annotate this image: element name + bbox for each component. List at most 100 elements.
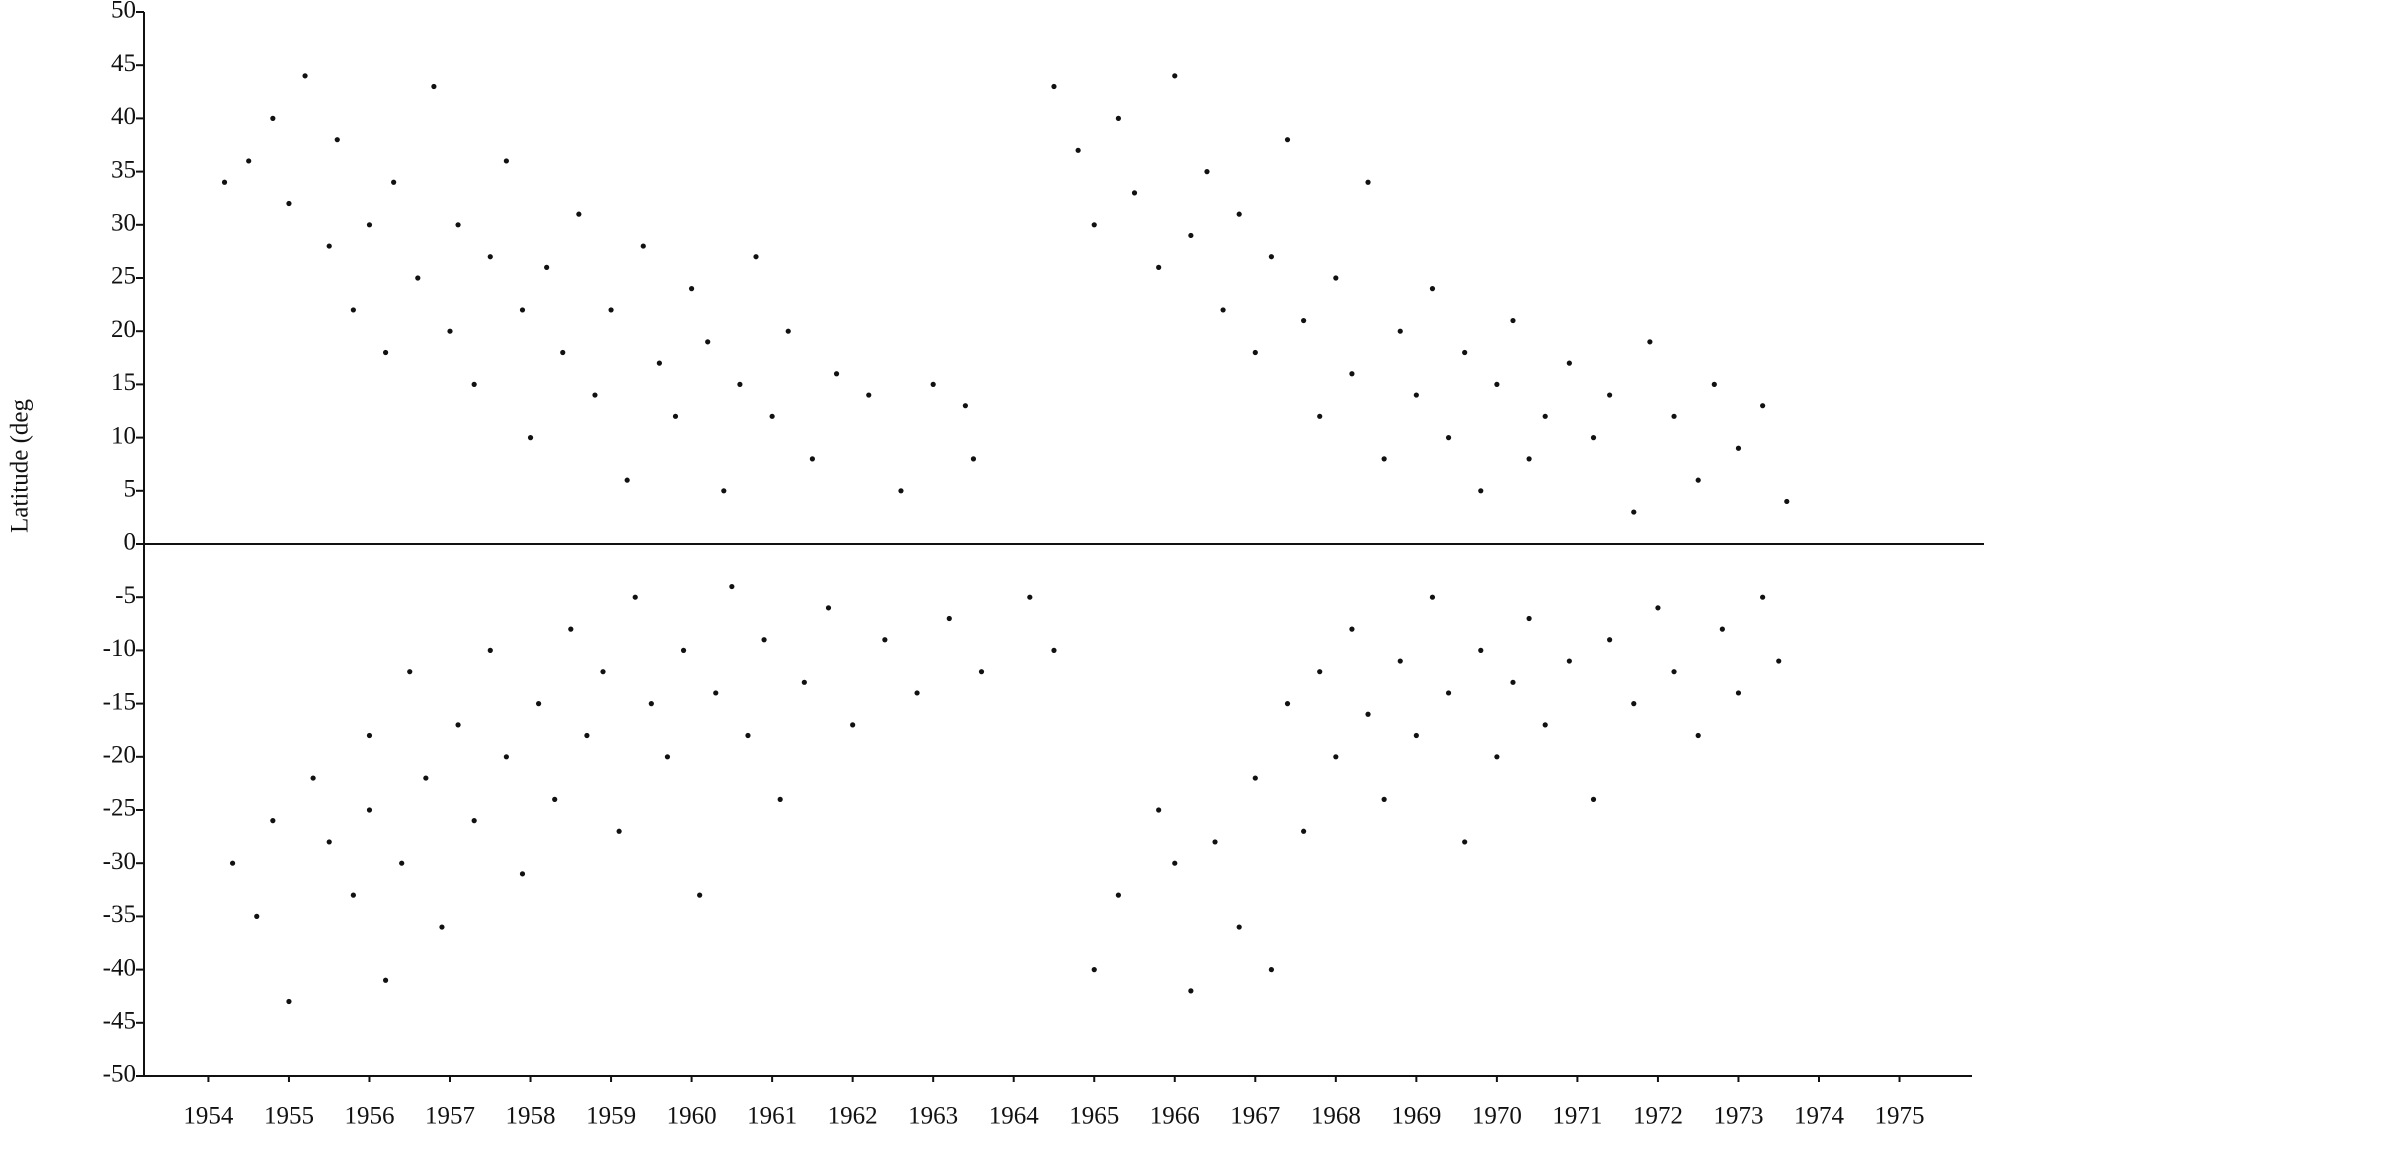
sunspot-point: [1494, 381, 1500, 387]
sunspot-point: [1429, 594, 1436, 600]
x-tick-label: 1960: [667, 1103, 717, 1130]
sunspot-point: [978, 669, 985, 675]
sunspot-point: [221, 179, 228, 185]
sunspot-point: [1566, 658, 1572, 664]
sunspot-point: [737, 381, 743, 387]
sunspot-point: [1091, 967, 1097, 973]
sunspot-point: [503, 158, 509, 164]
sunspot-point: [334, 137, 340, 143]
sunspot-point: [519, 871, 526, 877]
sunspot-point: [640, 243, 646, 249]
sunspot-point: [366, 732, 373, 739]
sunspot-point: [1542, 722, 1548, 728]
sunspot-point: [1268, 967, 1275, 973]
sunspot-point: [785, 328, 791, 334]
y-tick-label: -20: [103, 742, 136, 769]
sunspot-point: [1131, 190, 1138, 196]
sunspot-point: [471, 381, 477, 387]
sunspot-point: [1607, 392, 1613, 398]
sunspot-point: [1349, 626, 1355, 632]
x-tick-label: 1955: [264, 1103, 314, 1130]
sunspot-point: [1526, 456, 1532, 462]
sunspot-point: [1051, 647, 1057, 654]
sunspot-point: [1301, 828, 1307, 834]
sunspot-point: [1075, 147, 1081, 153]
sunspot-point: [672, 413, 679, 419]
sunspot-point: [898, 488, 904, 494]
sunspot-point: [1252, 775, 1258, 781]
sunspot-point: [1333, 754, 1339, 760]
y-axis-label: Latitude (deg: [7, 399, 34, 533]
sunspot-point: [616, 828, 622, 834]
y-tick-label: -10: [103, 635, 136, 662]
sunspot-point: [1445, 435, 1452, 441]
sunspot-point: [866, 392, 872, 398]
sunspot-point: [1365, 179, 1371, 185]
x-tick-label: 1963: [908, 1103, 958, 1130]
y-tick-label: 15: [111, 369, 136, 396]
sunspot-point: [487, 254, 493, 260]
sunspot-point: [1365, 711, 1371, 717]
y-tick-label: 40: [111, 103, 136, 130]
sunspot-point: [688, 286, 695, 292]
sunspot-point: [1510, 679, 1516, 685]
sunspot-point: [447, 328, 453, 334]
sunspot-point: [455, 722, 461, 728]
sunspot-point: [503, 754, 509, 760]
x-tick-label: 1971: [1552, 1103, 1602, 1130]
sunspot-point: [1284, 137, 1291, 143]
sunspot-point: [705, 339, 711, 345]
sunspot-point: [1317, 413, 1323, 419]
sunspot-point: [592, 392, 598, 398]
sunspot-point: [519, 307, 526, 313]
sunspot-point: [1590, 796, 1597, 802]
sunspot-point: [310, 775, 316, 781]
sunspot-point: [882, 637, 888, 643]
sunspot-point: [825, 605, 832, 611]
sunspot-point: [326, 839, 332, 845]
x-tick-label: 1966: [1150, 1103, 1200, 1130]
x-tick-label: 1961: [747, 1103, 797, 1130]
sunspot-point: [1397, 328, 1403, 334]
sunspot-point: [560, 349, 566, 356]
y-tick-label: -15: [103, 688, 136, 715]
sunspot-point: [1784, 498, 1790, 505]
sunspot-point: [1212, 839, 1218, 845]
x-tick-label: 1974: [1794, 1103, 1845, 1130]
x-tick-label: 1975: [1875, 1103, 1925, 1130]
sunspot-point: [753, 254, 759, 260]
sunspot-point: [632, 594, 638, 600]
y-tick-label: 20: [111, 316, 136, 343]
sunspot-point: [431, 83, 437, 90]
sunspot-point: [1188, 232, 1194, 239]
sunspot-point: [600, 669, 606, 675]
sunspot-point: [1204, 169, 1210, 175]
sunspot-point: [1172, 860, 1178, 866]
sunspot-point: [1156, 264, 1162, 270]
sunspot-point: [769, 413, 775, 419]
sunspot-point: [1494, 754, 1500, 760]
x-tick-label: 1967: [1230, 1103, 1280, 1130]
sunspot-point: [1607, 637, 1613, 643]
y-tick-label: -5: [115, 582, 136, 609]
sunspot-point: [970, 456, 977, 462]
sunspot-point: [527, 435, 534, 441]
sunspot-point: [326, 243, 332, 249]
sunspot-point: [382, 349, 389, 356]
x-tick-label: 1965: [1069, 1103, 1119, 1130]
sunspot-point: [286, 200, 292, 207]
sunspot-point: [1631, 509, 1637, 515]
y-tick-label: -35: [103, 901, 136, 928]
sunspot-point: [366, 222, 373, 228]
sunspot-point: [1566, 360, 1572, 366]
sunspot-point: [1252, 349, 1258, 356]
sunspot-point: [1413, 392, 1419, 398]
sunspot-point: [1462, 839, 1468, 845]
sunspot-point: [1510, 317, 1516, 324]
sunspot-point: [1542, 413, 1548, 419]
sunspot-point: [1349, 371, 1355, 377]
sunspot-point: [1735, 690, 1742, 696]
sunspot-point: [1268, 254, 1275, 260]
sunspot-point: [833, 371, 840, 377]
sunspot-point: [680, 647, 687, 654]
